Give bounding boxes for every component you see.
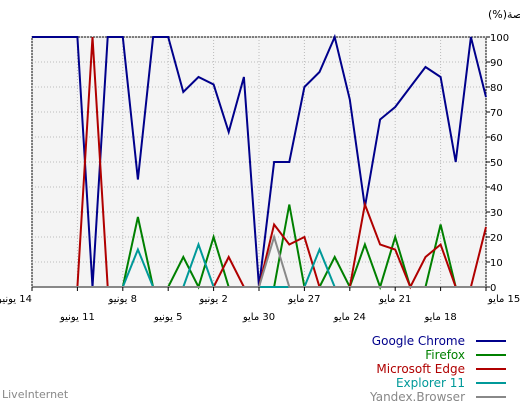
y-tick-label: 100 xyxy=(490,33,509,44)
x-tick-label: 5 يونيو xyxy=(153,312,182,323)
legend-label-microsoft-edge: Microsoft Edge xyxy=(376,362,465,376)
legend-label-yandex-browser: Yandex.Browser xyxy=(369,390,465,404)
y-tick-label: 40 xyxy=(490,183,503,194)
legend-label-explorer-11: Explorer 11 xyxy=(396,376,465,390)
y-tick-label: 70 xyxy=(490,108,503,119)
x-tick-label: 15 مايو xyxy=(487,294,520,305)
y-tick-label: 90 xyxy=(490,58,503,69)
y-tick-label: 20 xyxy=(490,233,503,244)
source-label: LiveInternet xyxy=(2,388,69,401)
x-tick-label: 11 يونيو xyxy=(59,312,95,323)
x-tick-label: 2 يونيو xyxy=(198,294,227,305)
legend-label-google-chrome: Google Chrome xyxy=(372,334,465,348)
y-tick-label: 80 xyxy=(490,83,503,94)
y-tick-label: 60 xyxy=(490,133,503,144)
y-axis-label: الحصة(%) xyxy=(488,8,520,21)
x-axis: 14 يونيو 11 يونيو 8 يونيو 5 يونيو 2 يونيو 30 … xyxy=(0,287,520,323)
x-tick-label: 24 مايو xyxy=(333,312,366,323)
legend-label-firefox: Firefox xyxy=(425,348,465,362)
y-tick-label: 50 xyxy=(490,158,503,169)
y-tick-label: 10 xyxy=(490,258,503,269)
x-tick-label: 30 مايو xyxy=(242,312,275,323)
x-tick-label: 14 يونيو xyxy=(0,294,32,305)
y-tick-label: 30 xyxy=(490,208,503,219)
x-tick-label: 21 مايو xyxy=(378,294,411,305)
x-tick-label: 18 مايو xyxy=(423,312,456,323)
x-tick-label: 8 يونيو xyxy=(108,294,137,305)
y-axis: 0 10 20 30 40 50 60 70 80 90 100 xyxy=(486,33,509,294)
y-tick-label: 0 xyxy=(490,283,496,294)
x-tick-label: 27 مايو xyxy=(287,294,320,305)
